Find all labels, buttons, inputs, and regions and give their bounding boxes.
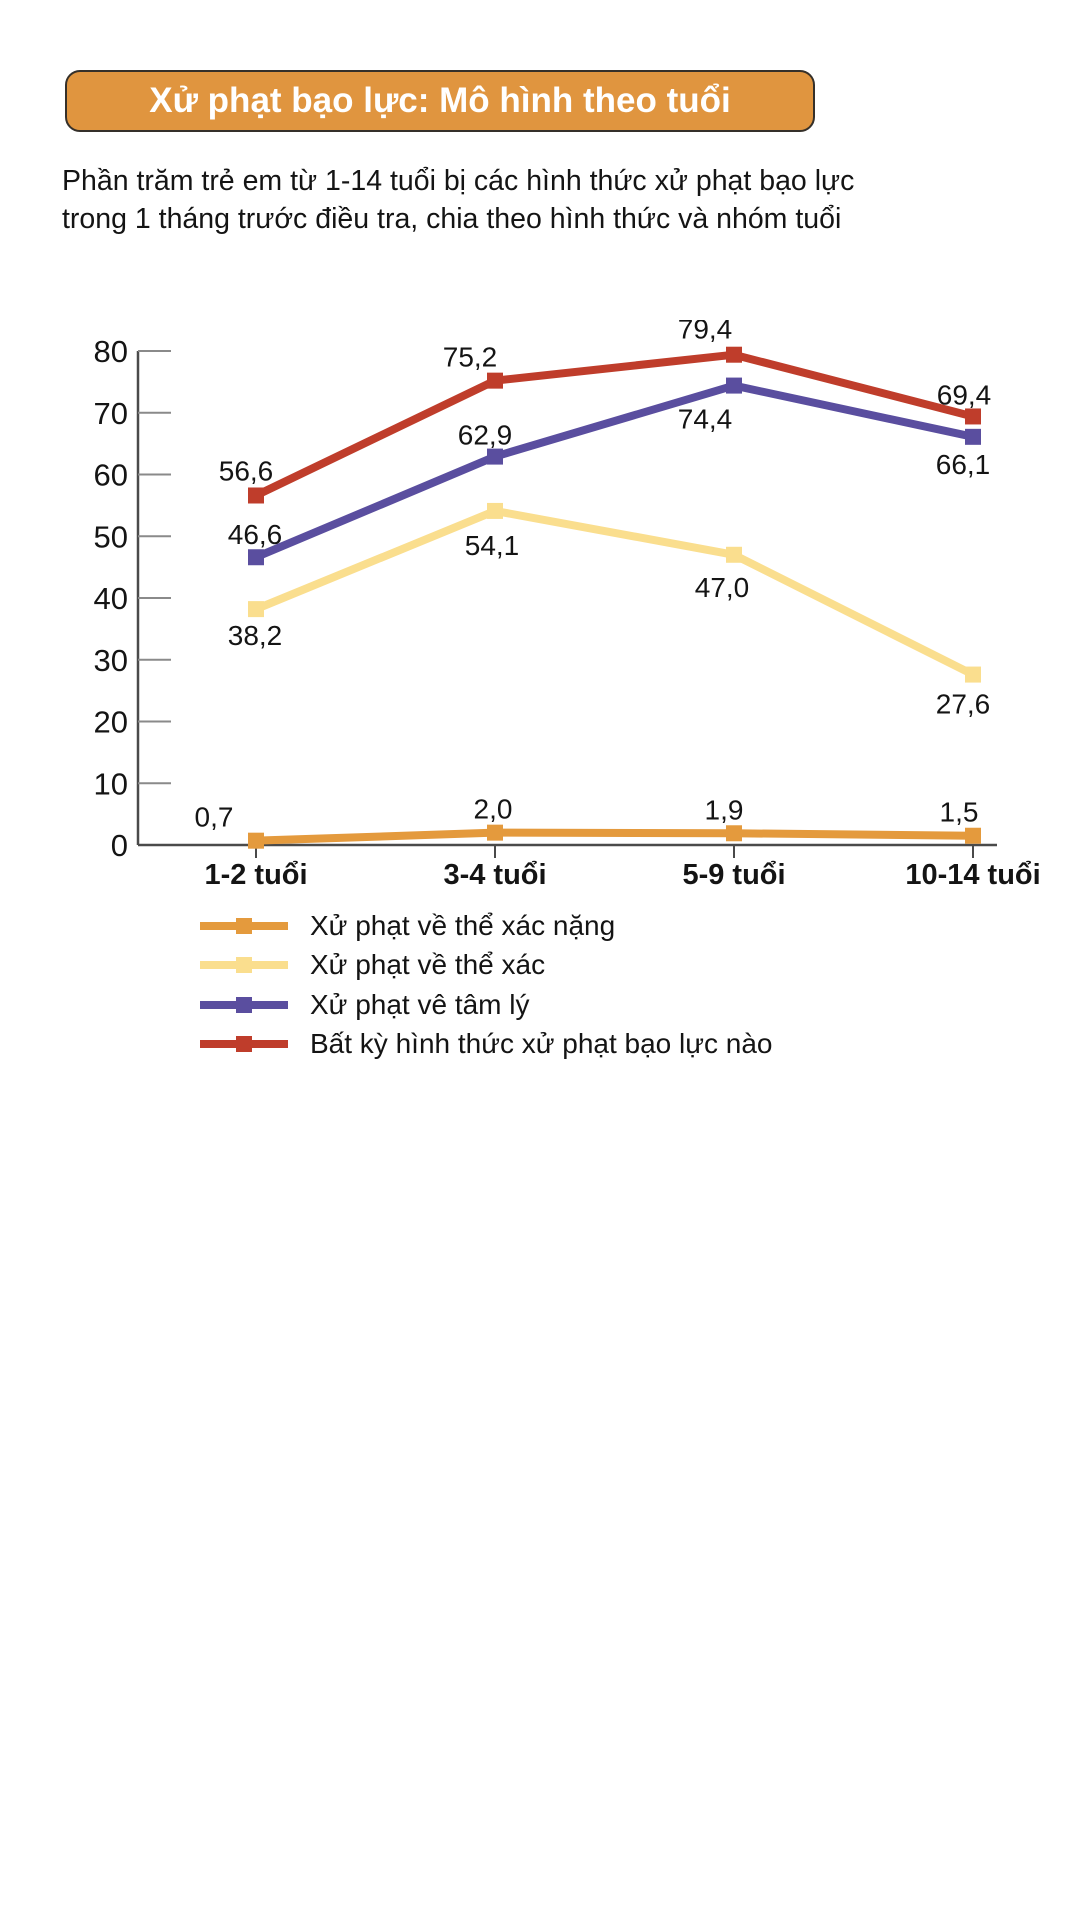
y-tick-label: 0 <box>111 828 128 863</box>
legend-line-sample <box>200 1036 288 1053</box>
data-point-marker <box>726 346 742 363</box>
legend-item: Bất kỳ hình thức xử phạt bạo lực nào <box>200 1025 773 1065</box>
data-point-marker <box>248 549 264 566</box>
data-point-marker <box>248 487 264 504</box>
data-point-label: 46,6 <box>228 519 283 550</box>
data-point-label: 0,7 <box>195 802 234 833</box>
data-point-label: 75,2 <box>443 342 498 373</box>
data-point-marker <box>248 832 264 849</box>
data-point-label: 62,9 <box>458 420 513 451</box>
y-tick-label: 40 <box>94 581 128 616</box>
data-point-marker <box>726 377 742 394</box>
data-point-label: 56,6 <box>219 455 274 486</box>
data-point-label: 47,0 <box>695 572 750 603</box>
data-point-label: 38,2 <box>228 620 283 651</box>
legend-label: Xử phạt về thể xác nặng <box>310 909 616 941</box>
y-tick-label: 70 <box>94 396 128 431</box>
legend-label: Xử phạt về thể xác <box>310 949 546 981</box>
data-point-marker <box>726 825 742 842</box>
y-tick-label: 20 <box>94 705 128 740</box>
legend-line-sample <box>200 996 288 1013</box>
data-point-label: 54,1 <box>465 530 520 561</box>
y-tick-label: 60 <box>94 458 128 493</box>
data-point-marker <box>487 502 503 519</box>
legend-item: Xử phạt về thể xác <box>200 946 773 986</box>
data-point-label: 79,4 <box>678 320 733 345</box>
line-chart: 0 10 20 30 40 50 60 70 80 1-2 tuổi 3-4 tuổi 5-9 tuổ… <box>0 314 1080 900</box>
legend-marker <box>236 957 252 974</box>
data-point-marker <box>965 428 981 445</box>
line-chart-canvas: 0 10 20 30 40 50 60 70 80 1-2 tuổi 3-4 tuổi 5-9 tuổ… <box>94 314 1041 891</box>
data-point-label: 1,9 <box>705 794 744 825</box>
y-tick-label: 50 <box>94 519 128 554</box>
chart-subtitle: Phần trăm trẻ em từ 1-14 tuổi bị các hìn… <box>62 162 1042 238</box>
data-point-marker <box>487 448 503 465</box>
title-banner: Xử phạt bạo lực: Mô hình theo tuổi <box>65 70 815 132</box>
page-title: Xử phạt bạo lực: Mô hình theo tuổi <box>149 81 731 120</box>
y-tick-label: 30 <box>94 643 128 678</box>
series-line <box>254 350 975 500</box>
y-tick-label: 80 <box>94 334 128 369</box>
data-point-marker <box>965 666 981 683</box>
legend-line-sample <box>200 957 288 974</box>
chart-subtitle-line-2: trong 1 tháng trước điều tra, chia theo … <box>62 203 842 235</box>
data-point-label: 27,6 <box>936 689 991 720</box>
legend-marker <box>236 996 252 1013</box>
data-point-label: 74,4 <box>678 404 733 435</box>
legend-marker <box>236 917 252 934</box>
chart-subtitle-line-1: Phần trăm trẻ em từ 1-14 tuổi bị các hìn… <box>62 165 855 197</box>
legend-label: Bất kỳ hình thức xử phạt bạo lực nào <box>310 1028 773 1060</box>
data-point-marker <box>248 601 264 618</box>
series-line <box>255 828 974 845</box>
legend-label: Xử phạt vê tâm lý <box>310 988 530 1020</box>
chart-legend: Xử phạt về thể xác nặng Xử phạt về thể xá… <box>200 906 773 1064</box>
data-point-marker <box>487 824 503 841</box>
data-point-marker <box>726 546 742 563</box>
x-category-label: 3-4 tuổi <box>443 859 546 891</box>
legend-marker <box>236 1036 252 1053</box>
x-category-label: 5-9 tuổi <box>682 859 785 891</box>
data-point-marker <box>965 408 981 425</box>
data-point-marker <box>965 827 981 844</box>
data-point-label: 1,5 <box>940 797 979 828</box>
x-category-label: 10-14 tuổi <box>905 859 1040 891</box>
series-line <box>254 506 975 679</box>
data-point-label: 69,4 <box>937 379 992 410</box>
legend-line-sample <box>200 917 288 934</box>
x-category-label: 1-2 tuổi <box>204 859 307 891</box>
legend-item: Xử phạt về thể xác nặng <box>200 906 773 946</box>
data-point-label: 66,1 <box>936 449 991 480</box>
legend-item: Xử phạt vê tâm lý <box>200 985 773 1025</box>
series-line <box>254 381 974 561</box>
data-point-label: 2,0 <box>474 794 513 825</box>
y-tick-label: 10 <box>94 766 128 801</box>
data-point-marker <box>487 372 503 389</box>
